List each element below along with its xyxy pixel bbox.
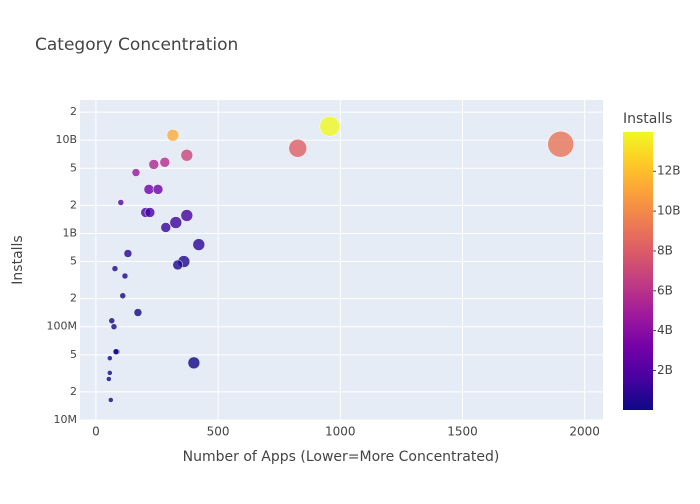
x-tick-label: 2000 <box>569 425 600 439</box>
x-axis-title: Number of Apps (Lower=More Concentrated) <box>183 449 500 465</box>
bubble <box>160 222 172 233</box>
colorbar-tick-label: 2B <box>657 363 673 377</box>
x-tick-label: 1500 <box>447 425 478 439</box>
bubble <box>108 397 114 403</box>
y-tick-label: 5 <box>70 348 77 361</box>
bubble <box>187 356 201 370</box>
bubble <box>111 265 119 272</box>
bubble <box>547 130 574 158</box>
y-tick-label: 2 <box>70 292 77 305</box>
bubble <box>119 292 127 299</box>
bubble <box>159 157 171 168</box>
bubble <box>108 317 116 324</box>
y-tick-label: 5 <box>70 161 77 174</box>
colorbar-tick-label: 12B <box>657 164 681 178</box>
bubble <box>107 370 113 376</box>
bubble <box>107 355 113 361</box>
y-axis-title: Installs <box>10 235 26 284</box>
bubble <box>169 216 183 229</box>
y-tick-label: 2 <box>70 198 77 211</box>
bubble <box>166 129 180 142</box>
bubble <box>143 184 155 195</box>
y-tick-label: 1B <box>62 226 77 239</box>
bubble <box>288 139 308 158</box>
bubble <box>172 259 184 271</box>
plot-area <box>80 100 603 420</box>
bubble <box>110 323 118 330</box>
y-tick-label: 5 <box>70 255 77 268</box>
colorbar-tick-label: 10B <box>657 204 681 218</box>
y-tick-label: 2 <box>70 105 77 118</box>
x-tick-label: 1000 <box>325 425 356 439</box>
bubble <box>152 184 164 195</box>
bubble <box>319 116 341 137</box>
colorbar-title: Installs <box>623 111 672 127</box>
y-tick-label: 10B <box>55 133 77 146</box>
chart-title: Category Concentration <box>35 35 238 55</box>
x-tick-label: 500 <box>207 425 230 439</box>
bubble <box>117 199 125 206</box>
colorbar-tick-label: 8B <box>657 243 673 257</box>
bubble <box>192 238 206 251</box>
y-tick-label: 100M <box>47 320 78 333</box>
bubble <box>106 376 112 382</box>
colorbar-tick-label: 4B <box>657 323 673 337</box>
bubble <box>112 348 120 355</box>
y-tick-label: 10M <box>54 413 78 426</box>
x-tick-label: 0 <box>92 425 100 439</box>
bubble <box>144 207 156 218</box>
colorbar <box>623 132 653 410</box>
y-tick-label: 2 <box>70 385 77 398</box>
colorbar-tick-label: 6B <box>657 283 673 297</box>
bubble <box>180 209 194 222</box>
bubble <box>123 249 133 258</box>
bubble <box>180 149 194 162</box>
bubble <box>131 168 141 177</box>
bubble <box>121 272 129 280</box>
bubble <box>148 159 160 170</box>
bubble <box>133 308 143 317</box>
